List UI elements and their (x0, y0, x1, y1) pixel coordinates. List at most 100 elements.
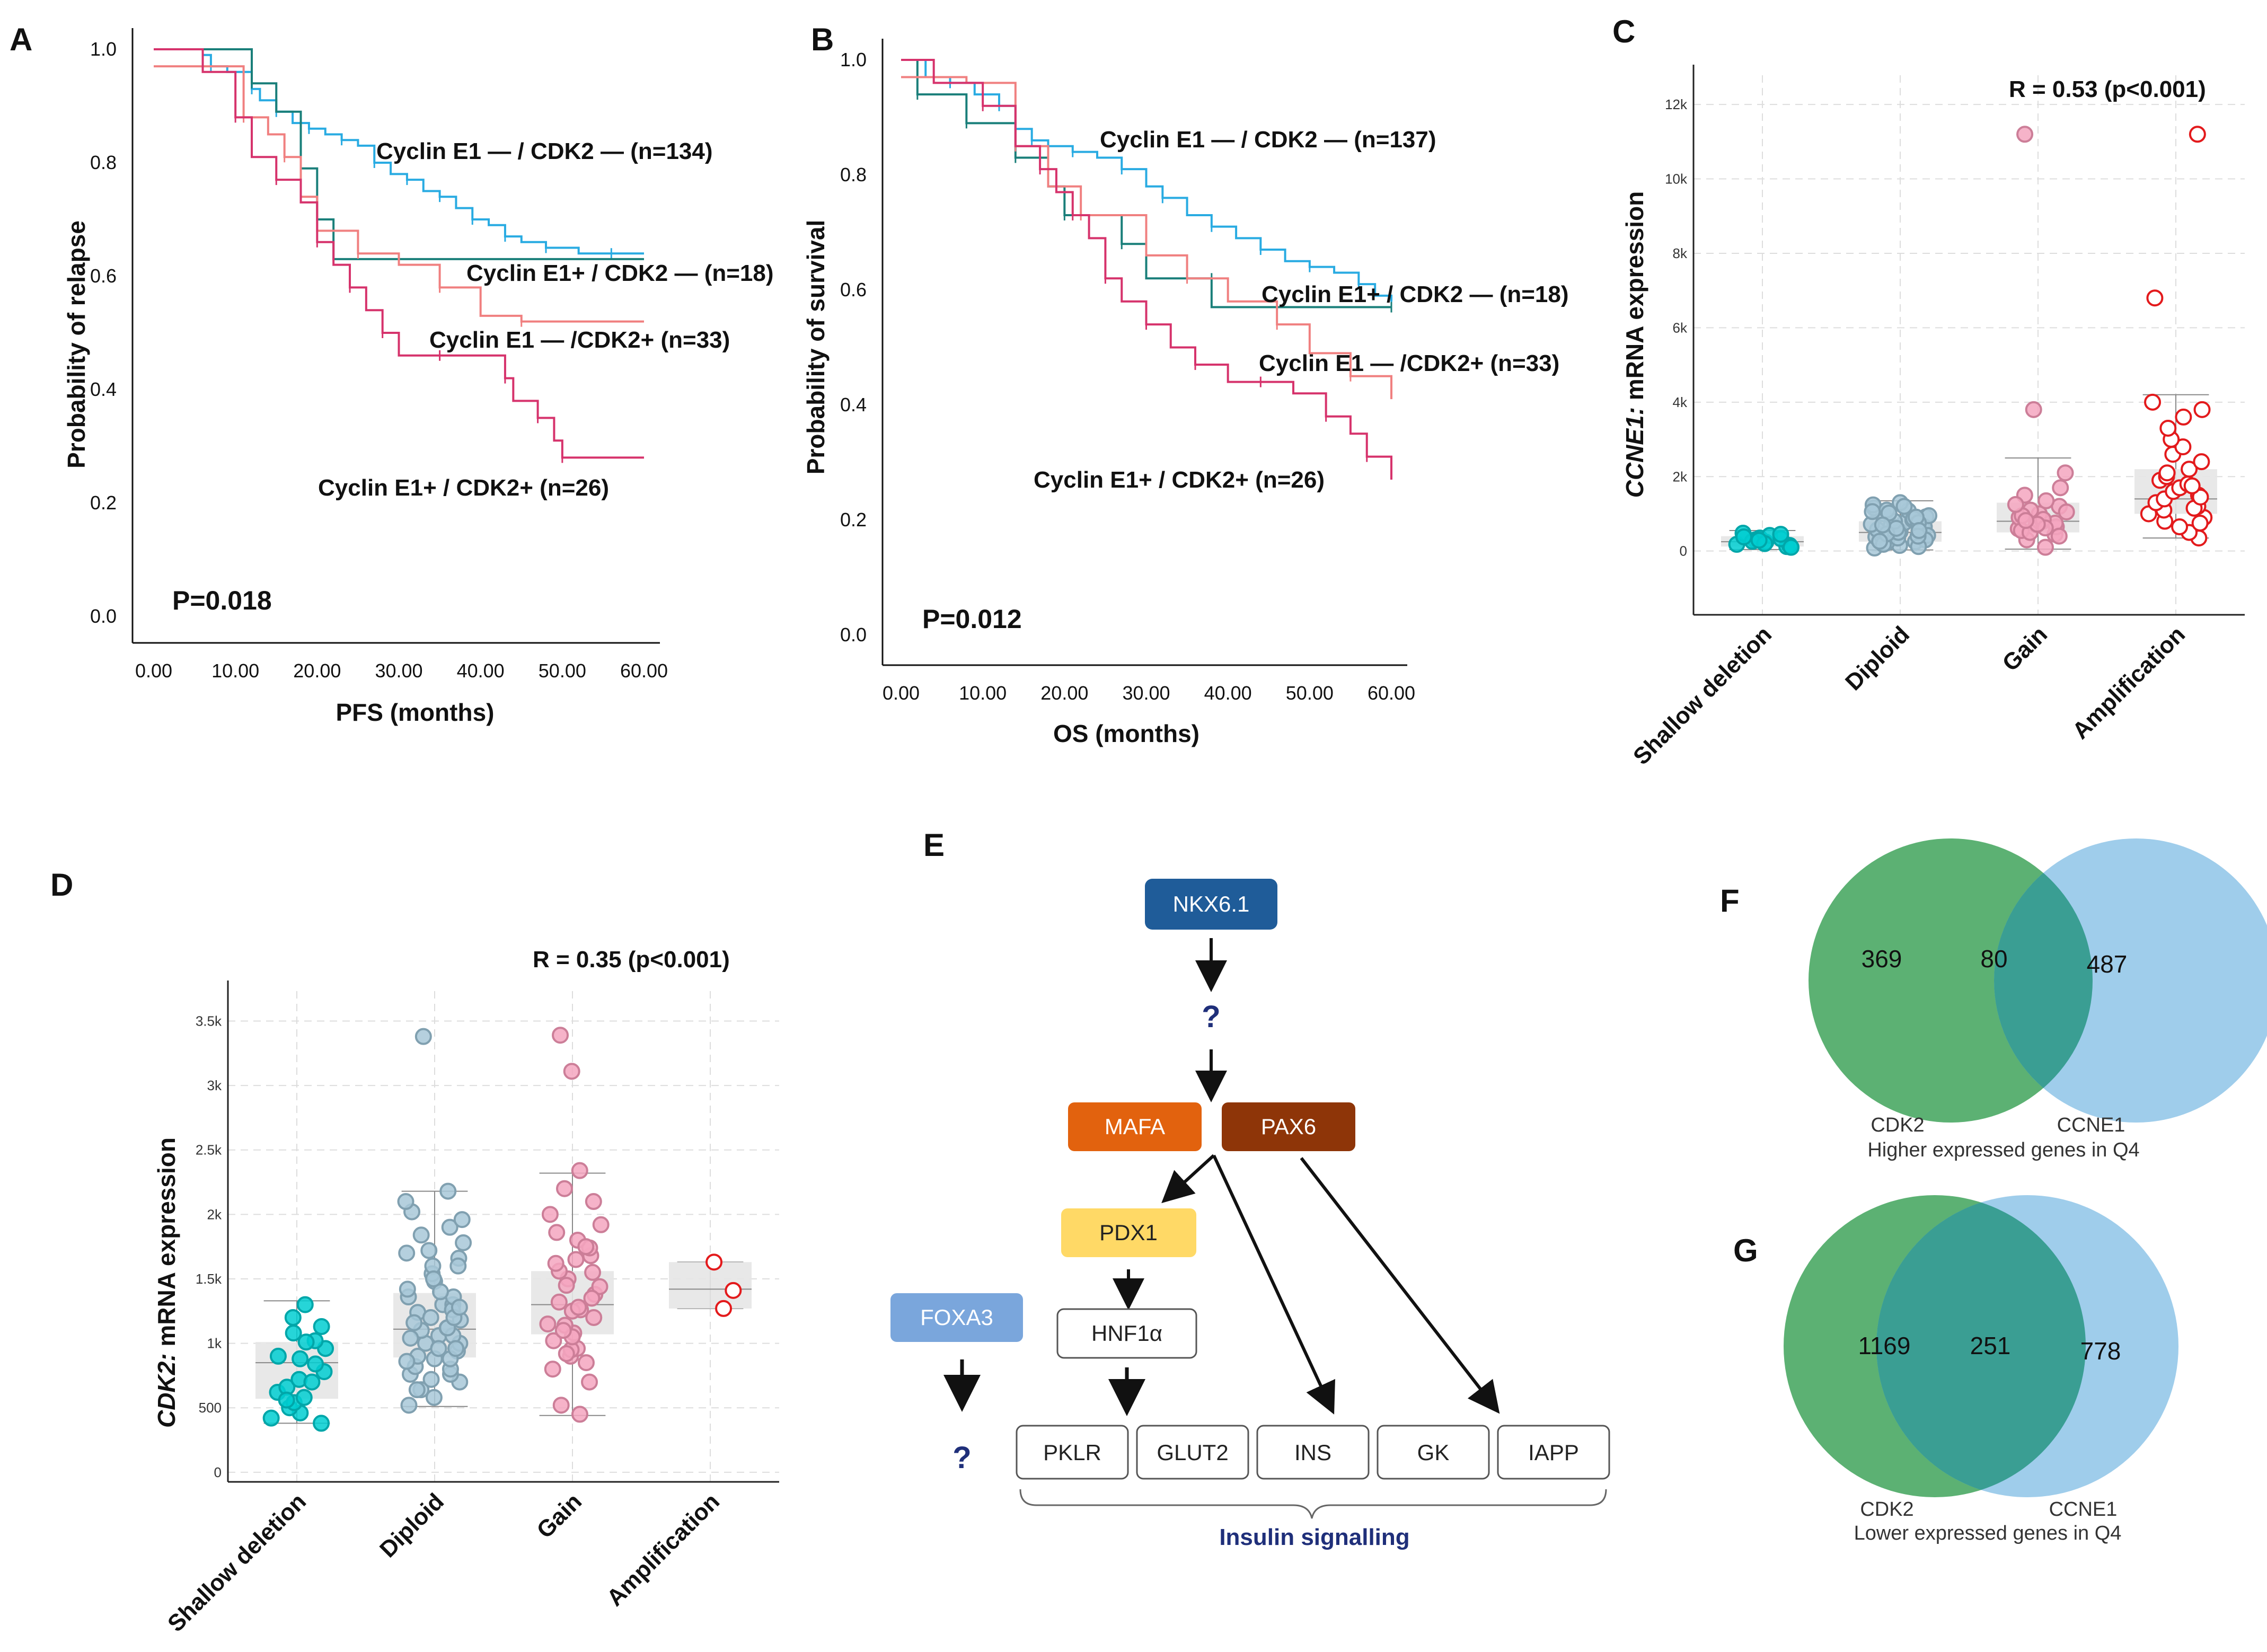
insulin-signalling-label: Insulin signalling (1219, 1524, 1409, 1550)
box-d-data-point (577, 1354, 595, 1372)
box-c-data-point (2174, 438, 2192, 456)
panel-label-d: D (50, 867, 73, 903)
box-d-data-point (449, 1257, 467, 1275)
km-b-ytick-label: 0.2 (840, 509, 867, 531)
km-a-ylabel: Probability of relapse (63, 220, 90, 469)
km-b-label-series-1: Cyclin E1 — / CDK2 — (n=137) (1100, 127, 1436, 153)
panel-label-a: A (10, 22, 32, 57)
target-genes: PKLR GLUT2 INS GK IAPP (1016, 1425, 1610, 1480)
box-d-data-point (455, 1234, 472, 1251)
km-b-label-series-2: Cyclin E1+ / CDK2 — (n=18) (1262, 281, 1569, 307)
box-c-category-label: Amplification (2067, 621, 2190, 744)
box-d-data-point (402, 1329, 419, 1347)
box-d-data-point (451, 1298, 468, 1316)
km-a-label-series-2: Cyclin E1+ / CDK2 — (n=18) (466, 260, 774, 286)
box-d-ylabel: CDK2: mRNA expression (153, 1137, 180, 1428)
box-d-data-point (552, 1397, 570, 1414)
box-d-data-point (581, 1373, 598, 1391)
box-d-data-point (585, 1309, 603, 1326)
venn-f-overlap (1994, 873, 2093, 1088)
box-d-data-point (563, 1063, 580, 1080)
node-hnf1a-label: HNF1α (1091, 1321, 1162, 1346)
box-c-data-point (2175, 408, 2192, 426)
box-d-data-point (585, 1193, 602, 1211)
km-b-ytick-label: 0.4 (840, 394, 867, 416)
box-c-data-point (1910, 522, 1928, 540)
gene-gk-label: GK (1417, 1440, 1450, 1465)
box-d-data-point (420, 1242, 438, 1259)
box-c-data-point (1750, 532, 1768, 549)
km-b-ytick-label: 1.0 (840, 49, 867, 70)
km-chart-pfs: 0.0 0.2 0.4 0.6 0.8 1.0 0.00 10.00 20.00 30.00 40.… (63, 28, 774, 726)
box-d-data-point (439, 1182, 457, 1200)
venn-lower-expressed: 1169 251 778 CDK2 CCNE1 Lower expressed … (1784, 1195, 2178, 1544)
box-c-data-point (1772, 526, 1789, 543)
km-a-ytick-label: 0.0 (90, 605, 117, 627)
box-d-data-point (570, 1298, 587, 1316)
km-b-xtick-label: 60.00 (1368, 682, 1415, 704)
box-c-data-point (2037, 492, 2055, 509)
box-c-data-point (1735, 528, 1752, 545)
node-foxa3-label: FOXA3 (920, 1305, 993, 1330)
box-d-data-point (548, 1224, 566, 1241)
box-c-body: 0 2k 4k 6k 8k 10k 12k Shallow deletion Diploid Ga… (1628, 65, 2245, 770)
box-c-data-point (2146, 289, 2164, 307)
box-c-data-point (2159, 419, 2177, 437)
km-b-xtick-label: 20.00 (1040, 682, 1088, 704)
venn-g-right-label: CCNE1 (2049, 1498, 2118, 1521)
box-chart-ccne1: 0 2k 4k 6k 8k 10k 12k Shallow deletion Diploid Ga… (1621, 65, 2245, 770)
box-d-data-point (539, 1315, 557, 1333)
box-d-data-point (262, 1409, 280, 1427)
box-d-body: 0 500 1k 1.5k 2k 2.5k 3k 3.5k Shallow deletion Di… (163, 980, 779, 1637)
box-d-data-point (398, 1244, 416, 1262)
venn-f-right-count: 487 (2087, 950, 2128, 978)
box-d-data-point (715, 1300, 733, 1317)
box-d-ytick-label: 2k (207, 1206, 222, 1222)
box-c-ylabel: CCNE1: mRNA expression (1621, 191, 1648, 498)
box-c-data-point (1783, 538, 1800, 556)
gene-glut2 (1136, 1425, 1249, 1480)
gene-ins (1256, 1425, 1370, 1480)
km-b-curve-series-1 (901, 59, 1392, 302)
panel-label-b: B (811, 22, 834, 57)
km-b-axes (881, 39, 1407, 666)
km-a-xtick-label: 20.00 (293, 660, 341, 682)
box-c-data-point (2158, 464, 2176, 482)
venn-g-left-count: 1169 (1858, 1332, 1911, 1359)
box-c-category-label: Gain (1997, 621, 2052, 676)
box-d-ytick-label: 1.5k (196, 1271, 222, 1287)
km-a-label-series-1: Cyclin E1 — / CDK2 — (n=134) (376, 138, 713, 164)
gene-iapp-label: IAPP (1528, 1440, 1579, 1465)
km-a-curves (154, 48, 644, 463)
box-d-data-point (558, 1345, 575, 1363)
box-c-data-point (2016, 126, 2034, 143)
gene-gk (1377, 1425, 1490, 1480)
km-chart-os: 0.0 0.2 0.4 0.6 0.8 1.0 0.00 10.00 20.00 30.00 40.… (802, 39, 1569, 747)
km-b-pvalue: P=0.012 (922, 604, 1022, 634)
km-a-pvalue: P=0.018 (172, 586, 272, 615)
box-d-ytick-label: 3k (207, 1077, 222, 1093)
km-a-curve-series-3 (154, 65, 644, 323)
gene-pklr (1016, 1425, 1129, 1480)
box-d-data-point (278, 1391, 295, 1409)
node-pax6-label: PAX6 (1261, 1114, 1316, 1139)
node-foxa3 (890, 1293, 1023, 1342)
venn-f-caption: Higher expressed genes in Q4 (1867, 1139, 2139, 1161)
km-b-ylabel: Probability of survival (802, 220, 830, 475)
box-d-data-point (398, 1353, 416, 1370)
box-c-data-point (2050, 527, 2068, 545)
km-b-tick-labels: 0.0 0.2 0.4 0.6 0.8 1.0 0.00 10.00 20.00 30.00 40.… (840, 49, 1415, 704)
panel-label-f: F (1720, 883, 1740, 918)
node-mafa-label: MAFA (1105, 1114, 1165, 1139)
box-c-data-point (2057, 464, 2074, 482)
venn-f-left-label: CDK2 (1871, 1114, 1924, 1136)
box-c-data-point (2193, 401, 2211, 418)
km-a-xtick-label: 30.00 (375, 660, 422, 682)
km-b-xtick-label: 30.00 (1122, 682, 1170, 704)
box-d-category-label: Shallow deletion (163, 1488, 311, 1637)
box-d-data-point (422, 1309, 439, 1326)
km-a-ytick-label: 0.6 (90, 265, 117, 287)
gene-iapp (1497, 1425, 1610, 1480)
box-d-data-point (583, 1289, 601, 1307)
km-a-curve-series-2 (154, 48, 644, 260)
